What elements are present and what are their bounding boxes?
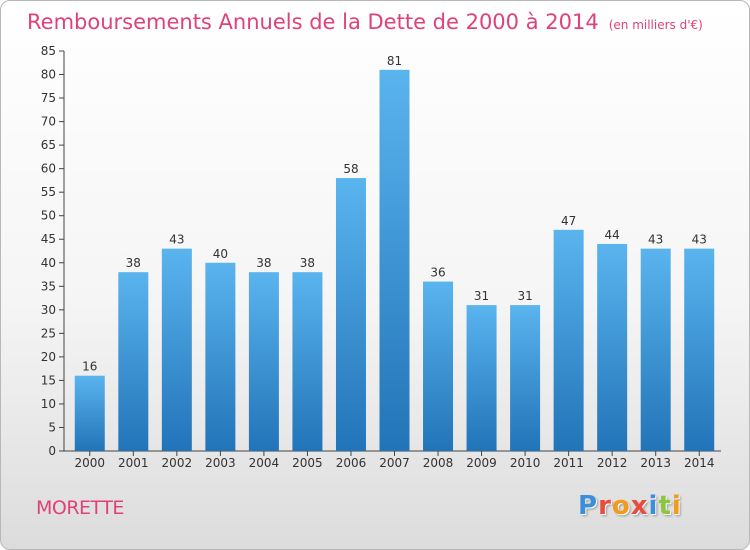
- bar: [379, 69, 410, 451]
- bar: [553, 229, 584, 451]
- data-label: 38: [256, 256, 271, 270]
- logo-letter: i: [671, 491, 682, 521]
- logo-letter: t: [658, 491, 672, 521]
- data-label: 38: [300, 256, 315, 270]
- data-label: 81: [387, 54, 402, 68]
- bar: [335, 178, 366, 451]
- data-label: 43: [169, 233, 184, 247]
- bar: [640, 248, 671, 451]
- bar: [161, 248, 192, 451]
- x-tick-label: 2011: [553, 456, 584, 470]
- x-tick-label: 2010: [510, 456, 541, 470]
- logo-letter: r: [598, 491, 612, 521]
- y-tick-label: 60: [41, 162, 56, 176]
- data-label: 58: [343, 162, 358, 176]
- data-label: 36: [430, 266, 445, 280]
- x-tick-label: 2013: [640, 456, 671, 470]
- data-label: 47: [561, 214, 576, 228]
- x-tick-label: 2005: [292, 456, 323, 470]
- x-tick-label: 2006: [336, 456, 367, 470]
- y-tick-label: 15: [41, 373, 56, 387]
- data-label: 44: [605, 228, 620, 242]
- x-tick-label: 2009: [466, 456, 497, 470]
- bar: [74, 375, 105, 451]
- x-tick-label: 2008: [423, 456, 454, 470]
- commune-name: MORETTE: [36, 497, 124, 519]
- data-label: 43: [692, 233, 707, 247]
- y-tick-label: 50: [41, 209, 56, 223]
- x-tick-label: 2000: [74, 456, 105, 470]
- bar: [510, 305, 541, 451]
- bar: [292, 272, 323, 451]
- bar: [597, 243, 628, 451]
- unit-label: (en milliers d'€): [608, 18, 703, 32]
- bar: [248, 272, 279, 451]
- y-tick-label: 45: [41, 232, 56, 246]
- y-tick-label: 40: [41, 256, 56, 270]
- y-tick-label: 10: [41, 397, 56, 411]
- y-tick-label: 25: [41, 326, 56, 340]
- data-label: 43: [648, 233, 663, 247]
- title-text: Remboursements Annuels de la Dette de 20…: [27, 10, 599, 34]
- x-tick-label: 2007: [379, 456, 410, 470]
- data-label: 31: [517, 289, 532, 303]
- logo-letter: x: [630, 491, 649, 521]
- x-tick-label: 2003: [205, 456, 236, 470]
- bar: [466, 305, 497, 451]
- y-tick-label: 80: [41, 68, 56, 82]
- x-tick-label: 2002: [162, 456, 193, 470]
- bar: [118, 272, 149, 451]
- bar: [684, 248, 715, 451]
- bar: [205, 262, 236, 451]
- y-tick-label: 5: [48, 420, 56, 434]
- y-tick-label: 85: [41, 44, 56, 58]
- logo-letter: o: [611, 491, 631, 521]
- y-tick-label: 75: [41, 91, 56, 105]
- y-tick-label: 70: [41, 115, 56, 129]
- y-tick-label: 35: [41, 279, 56, 293]
- y-tick-label: 65: [41, 138, 56, 152]
- bar: [423, 281, 454, 451]
- data-label: 16: [82, 360, 97, 374]
- x-tick-label: 2004: [249, 456, 280, 470]
- y-tick-label: 55: [41, 185, 56, 199]
- y-tick-label: 0: [48, 444, 56, 458]
- x-tick-label: 2014: [684, 456, 715, 470]
- proxiti-logo: Proxiti: [578, 491, 682, 521]
- chart-title: Remboursements Annuels de la Dette de 20…: [27, 10, 703, 34]
- logo-letter: P: [578, 491, 599, 521]
- data-label: 38: [126, 256, 141, 270]
- logo-letter: i: [648, 491, 659, 521]
- x-tick-label: 2001: [118, 456, 149, 470]
- data-label: 40: [213, 247, 228, 261]
- y-tick-label: 20: [41, 350, 56, 364]
- data-label: 31: [474, 289, 489, 303]
- y-tick-label: 30: [41, 303, 56, 317]
- x-tick-label: 2012: [597, 456, 628, 470]
